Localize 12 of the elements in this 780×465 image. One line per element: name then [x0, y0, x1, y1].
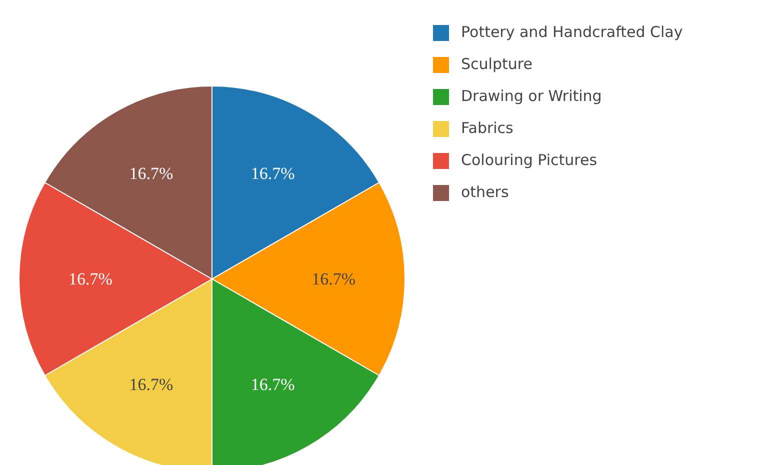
data-label: 16.7% [129, 164, 174, 184]
legend-label: Sculpture [461, 55, 532, 73]
data-label: 16.7% [250, 164, 295, 184]
legend-label: Pottery and Handcrafted Clay [461, 23, 683, 41]
legend-label: Colouring Pictures [461, 151, 598, 169]
legend-label: others [461, 183, 509, 201]
legend-label: Drawing or Writing [461, 87, 602, 105]
data-label: 16.7% [312, 270, 356, 288]
data-label: 16.7% [129, 374, 174, 394]
legend-label: Fabrics [461, 119, 514, 137]
data-label: 16.7% [250, 374, 295, 394]
data-label: 16.7% [68, 270, 112, 288]
